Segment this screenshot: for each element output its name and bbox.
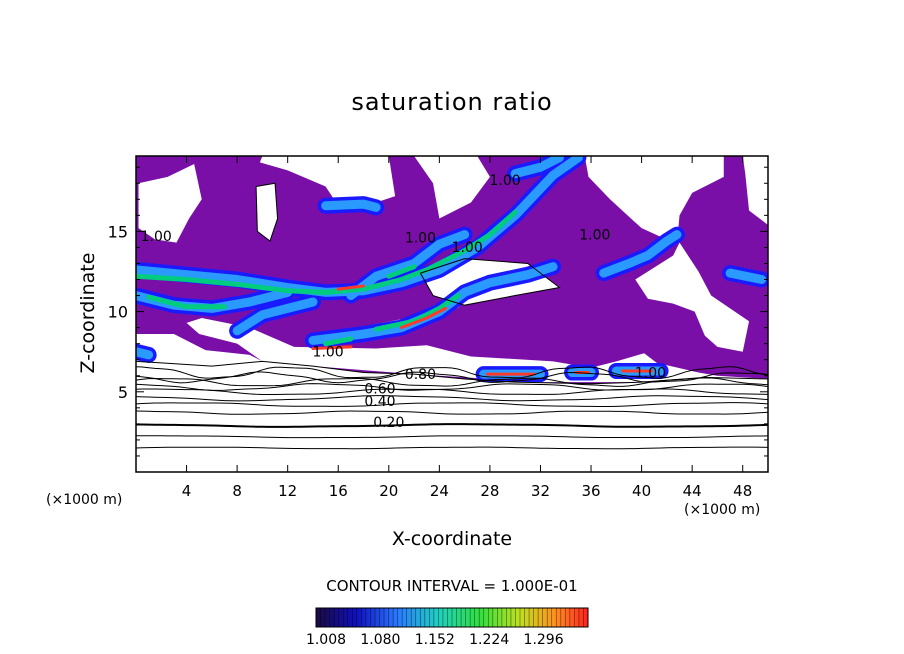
contour-line [136, 371, 768, 384]
contour-outline [255, 182, 279, 242]
subsaturated-region [635, 242, 750, 352]
supersat-band-midlow [232, 297, 318, 336]
supersat-band-mid [136, 209, 518, 295]
supersat-band-midlow [725, 268, 767, 285]
contour-layer [136, 182, 768, 450]
colorbar-tick-label: 1.152 [414, 632, 455, 648]
contour-line [136, 435, 768, 439]
supersat-band-midlow [321, 199, 381, 212]
contour-label: 1.00 [313, 345, 344, 361]
contour-line [136, 383, 768, 391]
supersat-band-mid [323, 336, 354, 347]
contour-labels: 0.20 0.400.60 0.80 1.00 1.00 1.00 1.00 1.00 1.00… [141, 173, 666, 431]
x-tick-label: 20 [379, 482, 398, 500]
contour-label: 1.00 [452, 240, 483, 256]
colorbar-tick-label: 1.224 [469, 632, 510, 648]
contour-line [136, 402, 768, 408]
contour-line [136, 410, 768, 415]
subsaturated-region [414, 156, 490, 219]
contour-label: 0.20 [373, 415, 404, 431]
contour-line [136, 395, 768, 402]
x-tick-label: 28 [480, 482, 499, 500]
subsaturated-region [742, 156, 768, 225]
colorbar-tick-label: 1.008 [305, 632, 347, 648]
contour-label: 0.80 [405, 367, 436, 383]
contour-line [136, 446, 768, 450]
y-tick-label: 15 [108, 222, 128, 241]
x-unit-left: (×1000 m) [46, 492, 123, 508]
contour-label: 1.00 [635, 365, 666, 381]
y-tick-label: 10 [108, 303, 128, 322]
contour-label: 0.40 [364, 394, 395, 410]
contour-label: 1.00 [405, 231, 436, 247]
contour-label: 1.00 [579, 227, 610, 243]
supersat-band-midlow [136, 347, 154, 360]
y-axis-label: Z-coordinate [77, 252, 99, 374]
contour-interval: CONTOUR INTERVAL = 1.000E-01 [326, 577, 578, 595]
supersat-band-midlow [346, 230, 470, 301]
supersat-band-midlow [599, 230, 682, 278]
colorbar-tick-label: 1.296 [523, 632, 564, 648]
contour-line [136, 388, 768, 395]
supersat-band-mid [146, 294, 227, 310]
supersat-band-high [399, 306, 448, 330]
contour-label: 1.00 [490, 173, 521, 189]
subsaturated-region [136, 334, 263, 367]
supersat-band-high [311, 345, 353, 350]
y-tick-label: 5 [118, 383, 128, 402]
plot-frame [135, 155, 769, 473]
x-tick-label: 24 [430, 482, 449, 500]
x-tick-label: 12 [278, 482, 297, 500]
contour-line [136, 366, 768, 379]
x-axis-label: X-coordinate [391, 528, 513, 550]
x-tick-label: 8 [232, 482, 242, 500]
subsaturated-region [256, 183, 278, 242]
x-tick-label: 16 [329, 482, 348, 500]
supersat-band-mid [373, 293, 461, 332]
x-tick-label: 48 [733, 482, 752, 500]
x-tick-label: 4 [182, 482, 192, 500]
x-tick-label: 44 [683, 482, 702, 500]
supersat-band-midlow [510, 156, 564, 179]
supersat-band-high [336, 284, 366, 291]
colorbar-divisions [320, 608, 584, 627]
x-unit-right: (×1000 m) [684, 502, 761, 518]
supersat-band-mid [386, 264, 417, 279]
x-tick-label: 40 [632, 482, 651, 500]
subsaturated-region [584, 156, 724, 245]
x-tick-label: 32 [531, 482, 550, 500]
chart-title: saturation ratio [351, 88, 553, 116]
x-tick-label: 36 [581, 482, 600, 500]
contour-outline [419, 258, 561, 306]
subsaturated-region [259, 156, 396, 206]
colorbar-tick-label: 1.080 [360, 632, 401, 648]
contour-line [136, 423, 768, 428]
contour-label: 0.60 [364, 381, 395, 397]
field-layer [136, 156, 768, 384]
contour-outline [136, 360, 768, 385]
subsaturated-region [138, 164, 202, 243]
contour-label: 1.00 [141, 229, 172, 245]
